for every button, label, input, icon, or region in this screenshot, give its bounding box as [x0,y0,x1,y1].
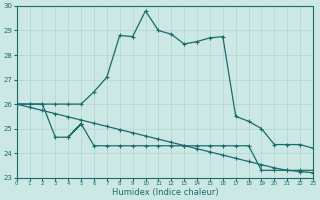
X-axis label: Humidex (Indice chaleur): Humidex (Indice chaleur) [112,188,218,197]
